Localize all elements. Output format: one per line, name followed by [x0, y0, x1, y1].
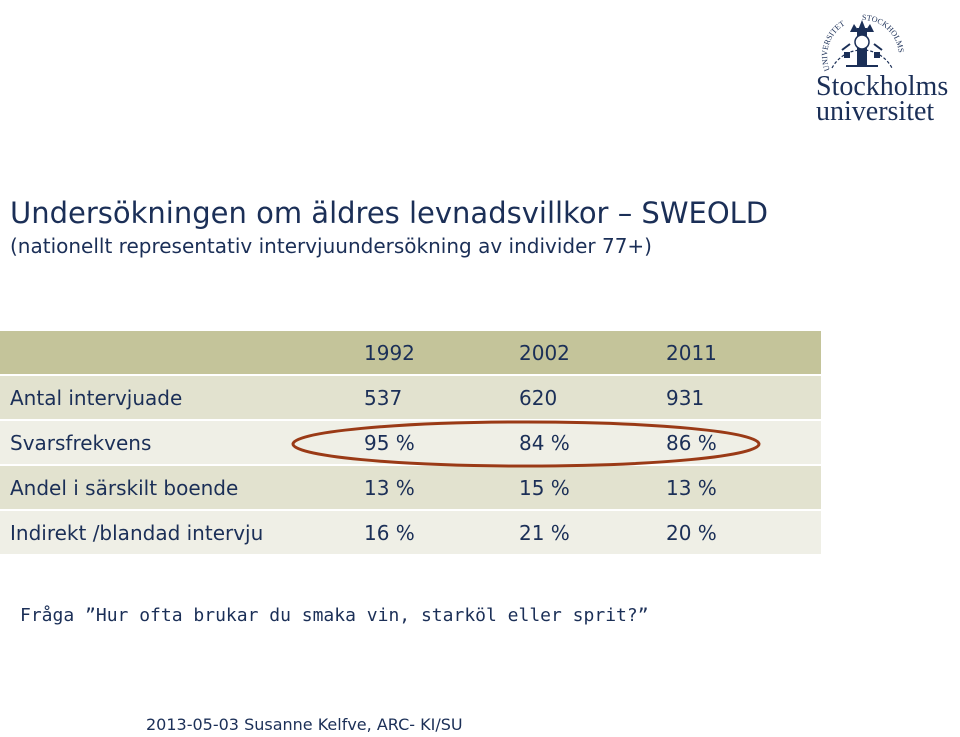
svg-text:UNIVERSITET: UNIVERSITET	[820, 19, 846, 73]
table-row: Antal intervjuade 537 620 931	[0, 375, 821, 421]
table-cell: 13 %	[354, 465, 509, 511]
table-cell: 537	[354, 375, 509, 421]
table-row: Andel i särskilt boende 13 % 15 % 13 %	[0, 465, 821, 511]
survey-question: Fråga ”Hur ofta brukar du smaka vin, sta…	[20, 605, 649, 626]
table-cell: 84 %	[509, 420, 656, 466]
table-cell: 16 %	[354, 510, 509, 556]
row-label: Indirekt /blandad intervju	[0, 510, 354, 556]
header-cell-year: 2011	[656, 331, 821, 376]
header-cell-year: 1992	[354, 331, 509, 376]
table-row: Svarsfrekvens 95 % 84 % 86 %	[0, 420, 821, 466]
survey-table: 1992 2002 2011 Antal intervjuade 537 620…	[0, 331, 821, 556]
table-header-row: 1992 2002 2011	[0, 331, 821, 376]
seal-text: UNIVERSITET	[820, 19, 846, 73]
table-cell: 15 %	[509, 465, 656, 511]
table-cell: 931	[656, 375, 821, 421]
logo-wordmark-line2: universitet	[816, 96, 935, 127]
header-cell-year: 2002	[509, 331, 656, 376]
logo-wordmark-line1: Stockholms	[816, 71, 949, 102]
header-cell-empty	[0, 331, 354, 376]
table-cell: 21 %	[509, 510, 656, 556]
table-cell: 13 %	[656, 465, 821, 511]
footer-text: 2013-05-03 Susanne Kelfve, ARC- KI/SU	[146, 715, 463, 734]
row-label: Antal intervjuade	[0, 375, 354, 421]
table-cell: 86 %	[656, 420, 821, 466]
row-label: Svarsfrekvens	[0, 420, 354, 466]
table-cell: 95 %	[354, 420, 509, 466]
row-label: Andel i särskilt boende	[0, 465, 354, 511]
table-cell: 620	[509, 375, 656, 421]
page-title: Undersökningen om äldres levnadsvillkor …	[10, 196, 769, 230]
table-cell: 20 %	[656, 510, 821, 556]
page-subtitle: (nationellt representativ intervjuunders…	[10, 234, 652, 258]
table-row: Indirekt /blandad intervju 16 % 21 % 20 …	[0, 510, 821, 556]
